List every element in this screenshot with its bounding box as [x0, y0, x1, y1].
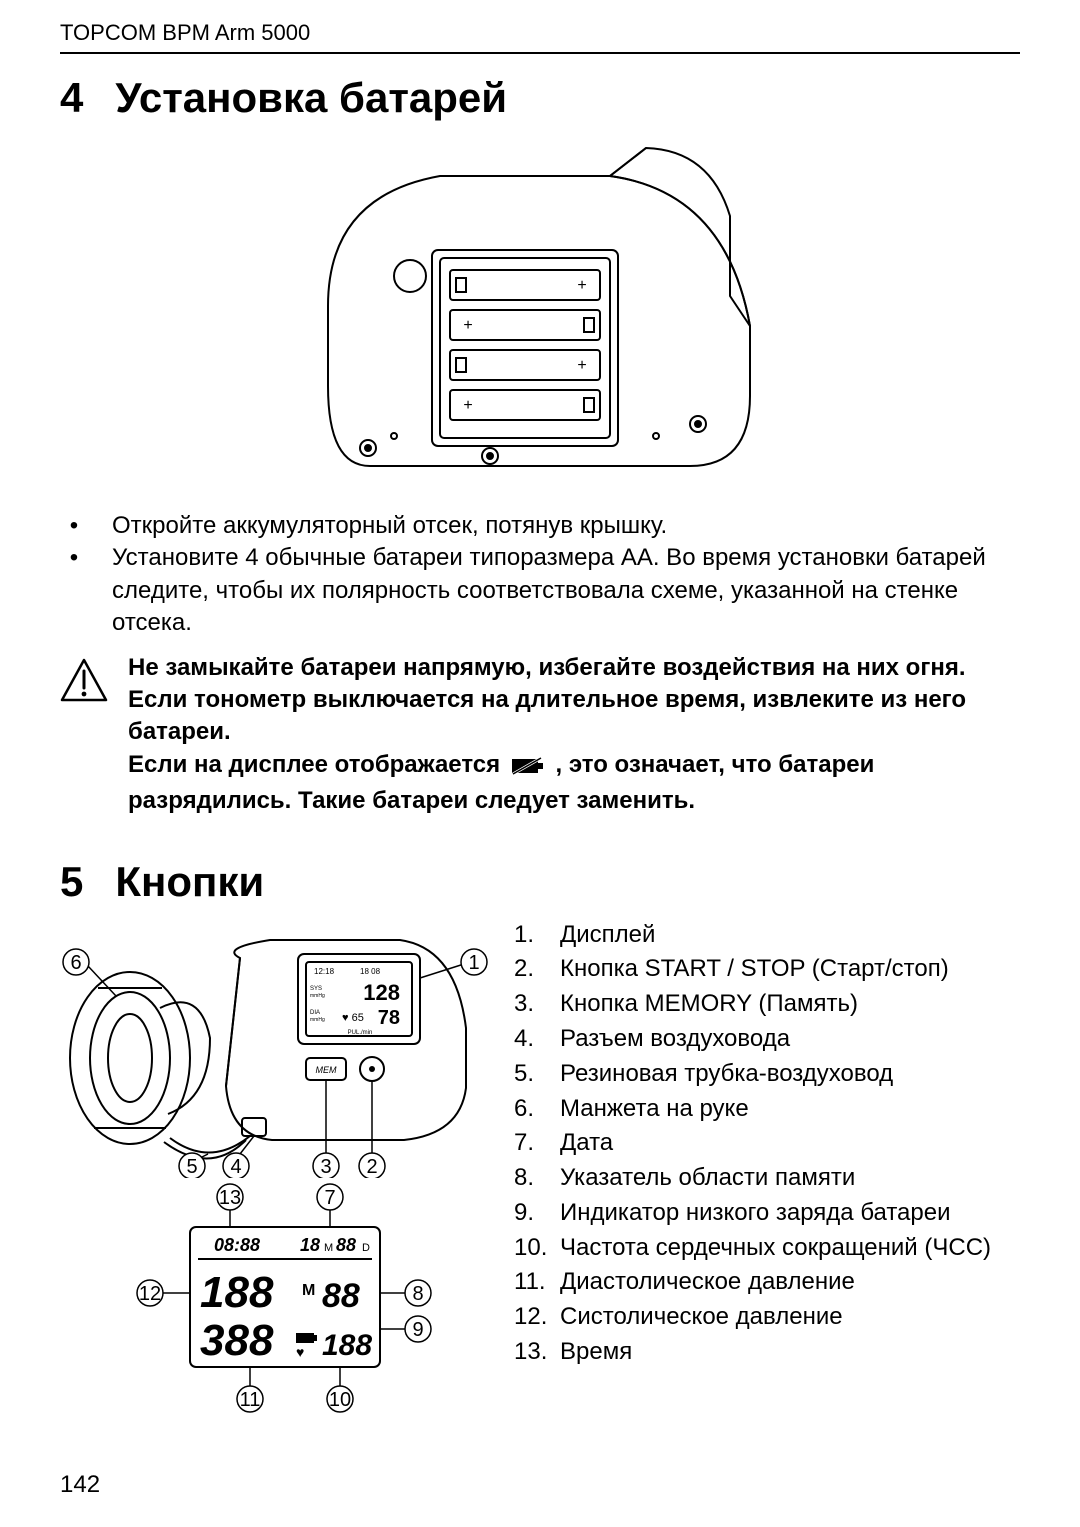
- list-item: 10.Частота сердечных сокращений (ЧСС): [514, 1231, 1020, 1266]
- list-item: 9.Индикатор низкого заряда батареи: [514, 1196, 1020, 1231]
- lcd-diagram-svg: 08:88 18 M 88 D 188 M 88 388 ♥ 188: [110, 1183, 450, 1413]
- svg-text:M: M: [324, 1242, 333, 1254]
- svg-text:78: 78: [378, 1007, 400, 1029]
- list-item: 4.Разъем воздуховода: [514, 1022, 1020, 1057]
- svg-text:18 08: 18 08: [360, 967, 381, 976]
- section-5-legend: 1.Дисплей 2.Кнопка START / STOP (Старт/с…: [514, 918, 1020, 1418]
- svg-text:88: 88: [322, 1277, 360, 1315]
- list-item: • Откройте аккумуляторный отсек, потянув…: [60, 510, 1020, 542]
- list-item: 13.Время: [514, 1335, 1020, 1370]
- warning-text: Не замыкайте батареи напрямую, избегайте…: [128, 652, 1020, 818]
- svg-text:188: 188: [322, 1329, 372, 1362]
- svg-text:6: 6: [70, 952, 81, 974]
- section-5-title: Кнопки: [115, 858, 264, 906]
- svg-text:+: +: [463, 317, 472, 334]
- svg-text:188: 188: [200, 1268, 274, 1317]
- svg-text:7: 7: [324, 1187, 335, 1209]
- warning-icon: [60, 658, 108, 707]
- svg-text:1: 1: [468, 952, 479, 974]
- bullet-text: Откройте аккумуляторный отсек, потянув к…: [112, 510, 667, 542]
- list-item: 2.Кнопка START / STOP (Старт/стоп): [514, 952, 1020, 987]
- svg-text:2: 2: [366, 1156, 377, 1178]
- svg-text:10: 10: [329, 1389, 351, 1411]
- svg-text:128: 128: [363, 980, 400, 1005]
- section-5-body: 12:18 18 08 SYS mmHg 128 DIA mmHg ♥ 65 7…: [60, 918, 1020, 1418]
- svg-text:9: 9: [412, 1319, 423, 1341]
- svg-text:M: M: [302, 1282, 315, 1299]
- battery-diagram-svg: + + + +: [310, 136, 770, 496]
- list-item: 7.Дата: [514, 1126, 1020, 1161]
- list-item: 8.Указатель области памяти: [514, 1161, 1020, 1196]
- svg-text:SYS: SYS: [310, 986, 322, 992]
- svg-text:+: +: [577, 277, 586, 294]
- section-4-heading: 4 Установка батарей: [60, 74, 1020, 122]
- manual-page: TOPCOM BPM Arm 5000 4 Установка батарей: [0, 0, 1080, 1527]
- section-5-heading: 5 Кнопки: [60, 858, 1020, 906]
- list-item: 5.Резиновая трубка-воздуховод: [514, 1057, 1020, 1092]
- list-item: 11.Диастолическое давление: [514, 1265, 1020, 1300]
- svg-text:12: 12: [139, 1283, 161, 1305]
- svg-text:3: 3: [320, 1156, 331, 1178]
- list-item: 1.Дисплей: [514, 918, 1020, 953]
- lcd-time: 12:18: [314, 967, 335, 976]
- page-header: TOPCOM BPM Arm 5000: [60, 20, 1020, 54]
- svg-text:11: 11: [240, 1389, 261, 1411]
- svg-text:DIA: DIA: [310, 1010, 320, 1016]
- battery-diagram-figure: + + + +: [60, 136, 1020, 496]
- bullet-text: Установите 4 обычные батареи типоразмера…: [112, 542, 1020, 639]
- svg-text:♥ 65: ♥ 65: [342, 1012, 364, 1024]
- warning-para-1: Не замыкайте батареи напрямую, избегайте…: [128, 652, 1020, 749]
- warning-para-2-pre: Если на дисплее отображается: [128, 751, 500, 778]
- svg-text:388: 388: [200, 1316, 274, 1365]
- svg-text:MEM: MEM: [316, 1065, 338, 1075]
- svg-text:18: 18: [300, 1235, 320, 1255]
- section-5-figures: 12:18 18 08 SYS mmHg 128 DIA mmHg ♥ 65 7…: [60, 918, 490, 1418]
- warning-block: Не замыкайте батареи напрямую, избегайте…: [60, 652, 1020, 818]
- svg-text:13: 13: [219, 1187, 241, 1209]
- svg-text:mmHg: mmHg: [310, 993, 325, 999]
- list-item: • Установите 4 обычные батареи типоразме…: [60, 542, 1020, 639]
- section-5-number: 5: [60, 858, 83, 906]
- svg-text:+: +: [463, 397, 472, 414]
- list-item: 6.Манжета на руке: [514, 1092, 1020, 1127]
- section-4-bullets: • Откройте аккумуляторный отсек, потянув…: [60, 510, 1020, 640]
- svg-text:+: +: [577, 357, 586, 374]
- bullet-dot: •: [60, 542, 88, 639]
- list-item: 3.Кнопка MEMORY (Память): [514, 987, 1020, 1022]
- svg-text:D: D: [362, 1242, 370, 1254]
- product-name: TOPCOM BPM Arm 5000: [60, 20, 310, 45]
- device-diagram-svg: 12:18 18 08 SYS mmHg 128 DIA mmHg ♥ 65 7…: [60, 918, 490, 1178]
- page-number: 142: [60, 1471, 100, 1499]
- svg-text:♥: ♥: [296, 1344, 304, 1360]
- bullet-dot: •: [60, 510, 88, 542]
- section-4-title: Установка батарей: [115, 74, 507, 122]
- svg-text:08:88: 08:88: [214, 1235, 260, 1255]
- list-item: 12.Систолическое давление: [514, 1300, 1020, 1335]
- svg-text:8: 8: [412, 1283, 423, 1305]
- svg-text:4: 4: [230, 1156, 241, 1178]
- svg-text:88: 88: [336, 1235, 356, 1255]
- low-battery-icon: [511, 753, 545, 785]
- svg-text:mmHg: mmHg: [310, 1017, 325, 1023]
- warning-para-2: Если на дисплее отображается , это означ…: [128, 749, 1020, 818]
- section-4-number: 4: [60, 74, 83, 122]
- svg-text:5: 5: [186, 1156, 197, 1178]
- svg-text:PUL./min: PUL./min: [348, 1030, 373, 1036]
